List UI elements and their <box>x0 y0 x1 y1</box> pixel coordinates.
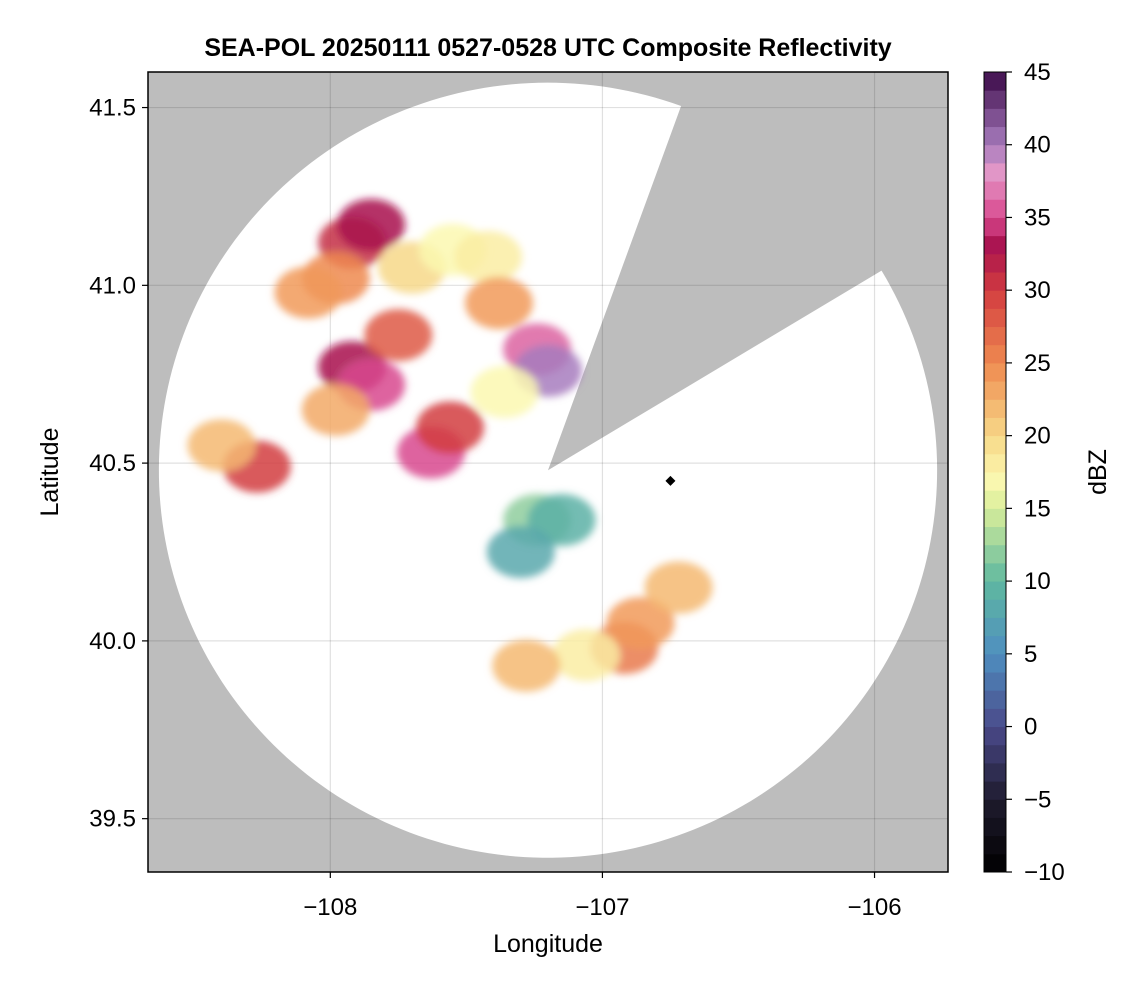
echo-cell <box>187 419 256 472</box>
colorbar-tick-label: 15 <box>1024 495 1051 522</box>
colorbar-band <box>984 526 1006 546</box>
y-tick-label: 40.5 <box>89 450 136 477</box>
site-marker-diamond <box>665 475 676 486</box>
chart-title: SEA-POL 20250111 0527-0528 UTC Composite… <box>204 34 891 62</box>
colorbar-tick-label: 20 <box>1024 423 1051 450</box>
colorbar-band <box>984 381 1006 400</box>
x-axis-label: Longitude <box>493 930 603 958</box>
echo-cell <box>470 366 539 418</box>
y-tick-label: 40.0 <box>89 628 136 655</box>
echo-cell <box>644 561 713 614</box>
colorbar-band <box>984 744 1006 764</box>
colorbar-band <box>984 762 1006 782</box>
colorbar-frame <box>983 71 1007 873</box>
colorbar-band <box>984 562 1006 582</box>
plot-area <box>148 72 948 872</box>
y-tick-label: 39.5 <box>89 806 136 833</box>
grid-lines <box>148 72 948 872</box>
colorbar-band <box>984 235 1006 255</box>
x-tick-label: −106 <box>847 894 901 921</box>
colorbar-band <box>984 144 1006 164</box>
colorbar-band <box>984 308 1006 328</box>
colorbar-band <box>984 835 1006 855</box>
x-tick-label: −107 <box>575 894 629 921</box>
y-axis-label: Latitude <box>36 428 64 517</box>
colorbar: −10 −5 0 5 10 15 20 25 30 35 40 45 dBZ <box>983 59 1112 886</box>
x-tick-label: −108 <box>303 894 357 921</box>
colorbar-band <box>984 199 1006 218</box>
colorbar-band <box>984 90 1006 109</box>
colorbar-band <box>984 453 1006 473</box>
colorbar-band <box>984 508 1006 528</box>
colorbar-band <box>984 344 1006 364</box>
y-tick-label: 41.0 <box>89 272 136 299</box>
echo-cell <box>337 198 406 251</box>
colorbar-tick-label: 45 <box>1024 59 1051 86</box>
y-tick-label: 41.5 <box>89 95 136 122</box>
echo-cell <box>465 277 534 330</box>
colorbar-ticks: −10 −5 0 5 10 15 20 25 30 35 40 45 <box>1006 59 1065 886</box>
colorbar-bands <box>984 72 1006 873</box>
colorbar-band <box>984 708 1006 728</box>
colorbar-tick-label: 30 <box>1024 277 1051 304</box>
colorbar-band <box>984 326 1006 346</box>
echo-cell <box>552 629 621 682</box>
colorbar-tick-label: 10 <box>1024 568 1051 595</box>
echo-cell <box>454 230 523 283</box>
colorbar-band <box>984 653 1006 673</box>
colorbar-tick-label: 0 <box>1024 714 1037 741</box>
colorbar-band <box>984 544 1006 564</box>
colorbar-band <box>984 272 1006 291</box>
echo-cell <box>416 401 485 454</box>
colorbar-band <box>984 635 1006 655</box>
plot-frame <box>147 71 949 873</box>
colorbar-band <box>984 362 1006 382</box>
echo-cell <box>492 639 561 692</box>
echo-cell <box>274 266 343 319</box>
colorbar-band <box>984 853 1006 873</box>
colorbar-band <box>984 417 1006 437</box>
colorbar-band <box>984 599 1006 618</box>
echo-cell <box>606 597 675 650</box>
colorbar-band <box>984 126 1006 146</box>
colorbar-band <box>984 399 1006 418</box>
colorbar-band <box>984 490 1006 509</box>
colorbar-tick-label: 25 <box>1024 350 1051 377</box>
colorbar-tick-label: 5 <box>1024 641 1037 668</box>
colorbar-band <box>984 290 1006 309</box>
colorbar-band <box>984 726 1006 746</box>
colorbar-band <box>984 799 1006 818</box>
colorbar-band <box>984 672 1006 691</box>
colorbar-band <box>984 108 1006 128</box>
colorbar-label: dBZ <box>1084 449 1112 495</box>
colorbar-band <box>984 72 1006 91</box>
colorbar-band <box>984 690 1006 709</box>
y-axis-ticks: 39.5 40.0 40.5 41.0 41.5 <box>89 95 148 833</box>
colorbar-tick-label: 40 <box>1024 132 1051 159</box>
colorbar-band <box>984 181 1006 200</box>
echo-cell <box>364 309 433 362</box>
echo-cell <box>486 526 555 578</box>
x-axis-ticks: −108 −107 −106 <box>303 872 902 921</box>
colorbar-tick-label: −5 <box>1024 786 1051 813</box>
colorbar-band <box>984 781 1006 800</box>
colorbar-band <box>984 817 1006 837</box>
colorbar-band <box>984 581 1006 600</box>
colorbar-band <box>984 253 1006 273</box>
colorbar-band <box>984 435 1006 455</box>
echo-cell <box>301 383 370 436</box>
colorbar-tick-label: 35 <box>1024 204 1051 231</box>
marker-layer <box>665 475 676 486</box>
colorbar-tick-label: −10 <box>1024 859 1065 886</box>
colorbar-band <box>984 217 1006 237</box>
colorbar-band <box>984 472 1006 491</box>
colorbar-band <box>984 162 1006 182</box>
reflectivity-echoes <box>187 198 713 692</box>
echo-cell <box>527 494 596 546</box>
colorbar-band <box>984 617 1006 637</box>
